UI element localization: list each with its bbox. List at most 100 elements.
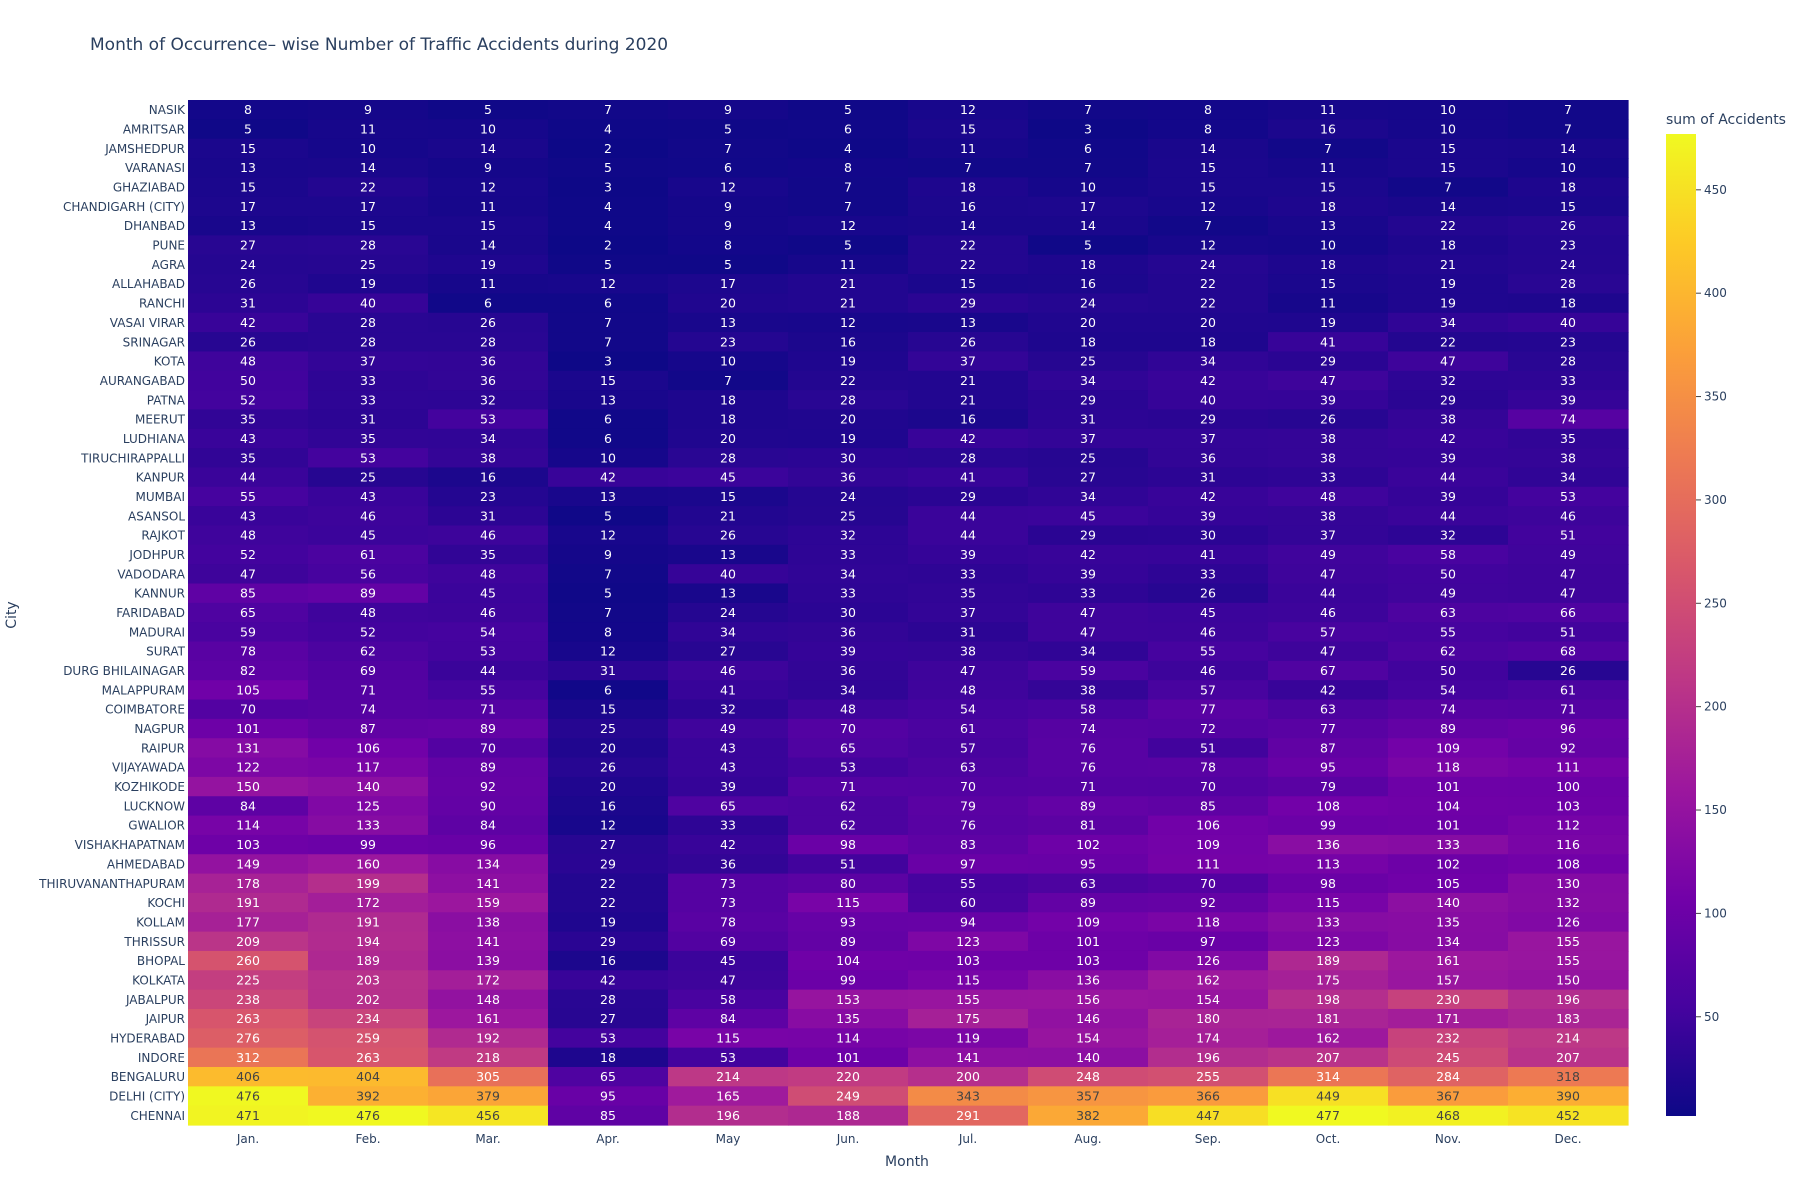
cell-value-label: 97	[960, 856, 976, 871]
heatmap-cell	[668, 834, 789, 855]
cell-value-label: 12	[1200, 199, 1216, 214]
cell-value-label: 103	[236, 837, 260, 852]
heatmap-cell	[1028, 254, 1149, 275]
heatmap-cell	[668, 177, 789, 198]
cell-value-label: 27	[600, 1011, 616, 1026]
cell-value-label: 78	[240, 644, 256, 659]
cell-value-label: 48	[1320, 489, 1336, 504]
heatmap-cell	[428, 583, 549, 604]
heatmap-cell	[788, 1008, 909, 1029]
heatmap-cell	[1148, 1008, 1269, 1029]
cell-value-label: 276	[236, 1030, 260, 1045]
heatmap-cell	[908, 854, 1029, 875]
heatmap-cell	[1148, 970, 1269, 991]
cell-value-label: 76	[1080, 760, 1096, 775]
heatmap-cell	[788, 680, 909, 701]
cell-value-label: 58	[720, 992, 736, 1007]
y-tick-label: GWALIOR	[128, 819, 185, 833]
heatmap-cell	[308, 1047, 429, 1068]
cell-value-label: 175	[1316, 972, 1340, 987]
heatmap-cell	[188, 950, 309, 971]
heatmap-cell	[428, 544, 549, 565]
heatmap-cells: 8 9 5 7 9 5 12 7 8 11 10 75 11 10 4 5 6 15 3 8 16 10 715 10 14 2 7…	[188, 100, 1629, 1126]
cell-value-label: 141	[956, 1050, 980, 1065]
cell-value-label: 136	[1316, 837, 1340, 852]
heatmap-cell	[188, 892, 309, 913]
heatmap-cell	[1268, 544, 1389, 565]
heatmap-cell	[1508, 196, 1629, 217]
y-tick-label: VADODARA	[117, 567, 185, 581]
cell-value-label: 11	[960, 141, 976, 156]
cell-value-label: 48	[480, 566, 496, 581]
cell-value-label: 10	[360, 141, 376, 156]
cell-value-label: 230	[1436, 992, 1460, 1007]
heatmap-cell	[1148, 815, 1269, 836]
heatmap-cell	[788, 931, 909, 952]
cell-value-label: 191	[356, 914, 380, 929]
heatmap-cell	[1028, 970, 1149, 991]
heatmap-cell	[308, 970, 429, 991]
cell-value-label: 49	[1320, 547, 1336, 562]
heatmap-cell	[188, 583, 309, 604]
cell-value-label: 65	[240, 605, 256, 620]
y-tick-label: BENGALURU	[111, 1070, 185, 1084]
cell-value-label: 70	[1200, 779, 1216, 794]
cell-value-label: 39	[960, 547, 976, 562]
heatmap-cell	[1148, 776, 1269, 797]
heatmap-cell	[428, 506, 549, 527]
cell-value-label: 7	[1084, 160, 1092, 175]
heatmap-cell	[1388, 718, 1509, 739]
heatmap-cell	[548, 525, 669, 546]
cell-value-label: 81	[1080, 818, 1096, 833]
cell-value-label: 57	[1200, 682, 1216, 697]
cell-value-label: 99	[840, 972, 856, 987]
heatmap-cell	[428, 834, 549, 855]
cell-value-label: 23	[1560, 238, 1576, 253]
heatmap-cell	[188, 776, 309, 797]
heatmap-cell	[1388, 912, 1509, 933]
cell-value-label: 47	[1560, 586, 1576, 601]
cell-value-label: 17	[240, 199, 256, 214]
heatmap-cell	[908, 467, 1029, 488]
heatmap-cell	[788, 506, 909, 527]
cell-value-label: 38	[1320, 508, 1336, 523]
cell-value-label: 55	[960, 876, 976, 891]
cell-value-label: 468	[1436, 1108, 1460, 1123]
heatmap-cell	[1508, 641, 1629, 662]
cell-value-label: 7	[604, 315, 612, 330]
heatmap-cell	[1388, 235, 1509, 256]
heatmap-cell	[1268, 622, 1389, 643]
y-tick-label: NAGPUR	[134, 722, 185, 736]
cell-value-label: 21	[960, 373, 976, 388]
heatmap-cell	[1268, 525, 1389, 546]
cell-value-label: 19	[1320, 315, 1336, 330]
heatmap-cell	[1388, 293, 1509, 314]
heatmap-cell	[1268, 641, 1389, 662]
heatmap-cell	[188, 796, 309, 817]
cell-value-label: 183	[1556, 1011, 1580, 1026]
heatmap-cell	[428, 757, 549, 778]
heatmap-cell	[548, 467, 669, 488]
cell-value-label: 7	[844, 199, 852, 214]
heatmap-cell	[308, 854, 429, 875]
heatmap-cell	[788, 796, 909, 817]
heatmap-cell	[308, 177, 429, 198]
cell-value-label: 13	[240, 218, 256, 233]
heatmap-cell	[908, 254, 1029, 275]
cell-value-label: 37	[1200, 431, 1216, 446]
heatmap-cell	[788, 409, 909, 430]
cell-value-label: 318	[1556, 1069, 1580, 1084]
heatmap-cell	[188, 293, 309, 314]
heatmap-cell	[1148, 467, 1269, 488]
cell-value-label: 7	[964, 160, 972, 175]
heatmap-cell	[668, 486, 789, 507]
cell-value-label: 92	[480, 779, 496, 794]
cell-value-label: 52	[240, 547, 256, 562]
cell-value-label: 18	[600, 1050, 616, 1065]
y-tick-label: DURG BHILAINAGAR	[63, 664, 185, 678]
cell-value-label: 34	[840, 682, 856, 697]
cell-value-label: 61	[360, 547, 376, 562]
cell-value-label: 49	[720, 721, 736, 736]
heatmap-cell	[1028, 428, 1149, 449]
heatmap-cell	[1508, 834, 1629, 855]
